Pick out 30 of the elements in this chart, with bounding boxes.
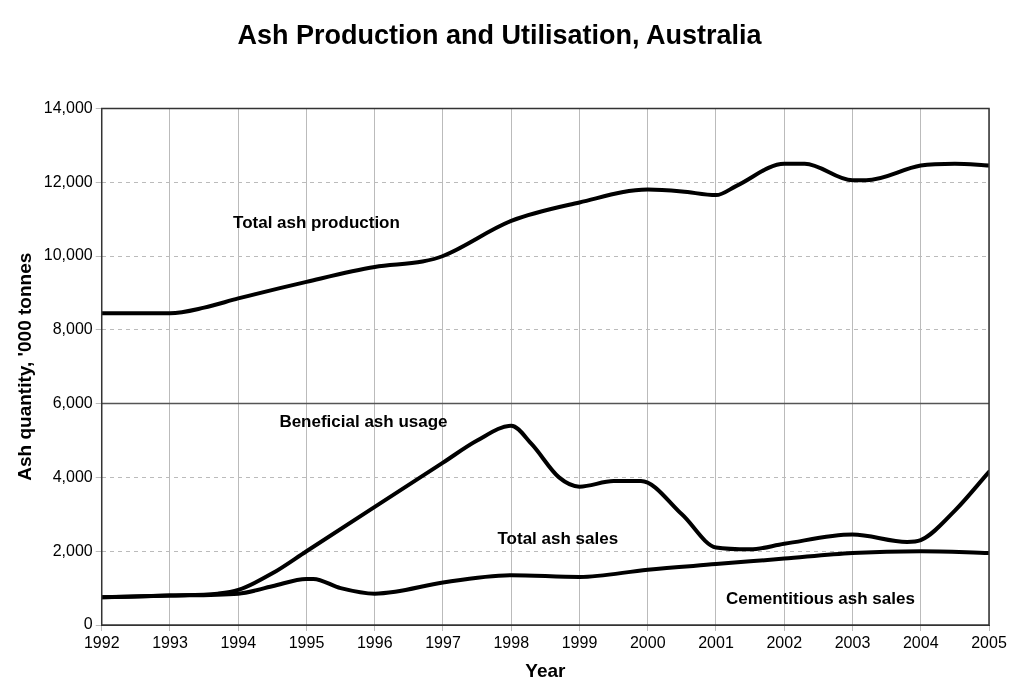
x-tick-label: 1992 xyxy=(83,634,120,652)
y-tick-label: 6,000 xyxy=(52,394,93,412)
x-axis-title: Year xyxy=(525,659,567,681)
x-tick-label: 1995 xyxy=(288,634,325,652)
y-tick-label: 0 xyxy=(83,615,93,633)
x-tick-label: 1999 xyxy=(561,634,598,652)
x-tick-label: 1996 xyxy=(356,634,393,652)
x-tick-label: 2002 xyxy=(766,634,803,652)
y-tick-label: 2,000 xyxy=(52,541,93,559)
x-tick-label: 1994 xyxy=(220,634,257,652)
x-tick-label: 2003 xyxy=(834,634,871,652)
x-tick-label: 1997 xyxy=(425,634,461,652)
annotation: Beneficial ash usage xyxy=(279,411,448,431)
x-tick-label: 2001 xyxy=(698,634,734,652)
y-axis-title: Ash quantity, '000 tonnes xyxy=(13,252,35,481)
line-series xyxy=(101,161,989,316)
y-tick-label: 10,000 xyxy=(43,246,93,264)
x-tick-label: 1998 xyxy=(493,634,530,652)
chart-title: Ash Production and Utilisation, Australia xyxy=(237,19,763,50)
annotation: Cementitious ash sales xyxy=(725,588,915,608)
y-tick-label: 14,000 xyxy=(43,98,93,116)
y-tick-label: 8,000 xyxy=(52,320,93,338)
x-tick-label: 2000 xyxy=(629,634,666,652)
x-tick-label: 1993 xyxy=(152,634,188,652)
annotation: Total ash sales xyxy=(497,528,619,548)
y-tick-label: 12,000 xyxy=(43,172,93,190)
x-tick-label: 2004 xyxy=(902,634,939,652)
y-tick-label: 4,000 xyxy=(52,467,93,485)
annotation: Total ash production xyxy=(233,212,400,232)
x-tick-label: 2005 xyxy=(971,634,1007,652)
